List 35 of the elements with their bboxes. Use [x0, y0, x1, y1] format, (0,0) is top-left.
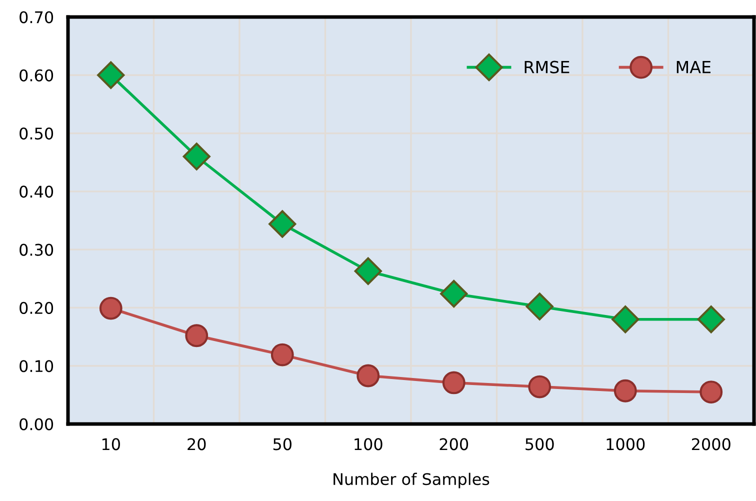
legend-label: MAE — [676, 61, 710, 74]
x-tick-label: 500 — [526, 438, 554, 450]
point — [440, 280, 468, 308]
x-tick-label: 20 — [188, 438, 206, 450]
point — [442, 371, 466, 394]
point — [700, 380, 723, 404]
x-tick-label: 200 — [440, 438, 468, 450]
x-axis-title: Number of Samples — [334, 472, 490, 488]
y-tick-label: 0.60 — [20, 69, 54, 82]
x-tick-label: 2000 — [692, 438, 730, 450]
x-tick-label: 100 — [354, 438, 382, 450]
point — [528, 375, 552, 398]
point — [268, 210, 296, 238]
y-tick-label: 0.20 — [20, 302, 54, 314]
point — [182, 142, 210, 170]
y-tick-label: 0.70 — [20, 11, 54, 24]
point — [185, 324, 208, 348]
y-tick-label: 0.10 — [20, 360, 54, 372]
point — [270, 343, 294, 366]
point — [612, 306, 640, 334]
legend-label: RMSE — [524, 60, 570, 74]
y-tick-label: 0.30 — [20, 244, 54, 256]
point — [356, 364, 380, 388]
point — [614, 379, 637, 402]
point — [526, 292, 554, 320]
x-tick-label: 1000 — [606, 438, 645, 450]
x-tick-label: 50 — [273, 438, 292, 450]
point — [697, 306, 725, 334]
point — [99, 296, 122, 320]
y-tick-label: 0.50 — [20, 128, 54, 140]
x-tick-label: 10 — [102, 438, 120, 450]
y-tick-label: 0.00 — [20, 418, 54, 430]
y-tick-label: 0.40 — [20, 186, 54, 198]
point — [97, 61, 125, 89]
point — [354, 257, 382, 285]
